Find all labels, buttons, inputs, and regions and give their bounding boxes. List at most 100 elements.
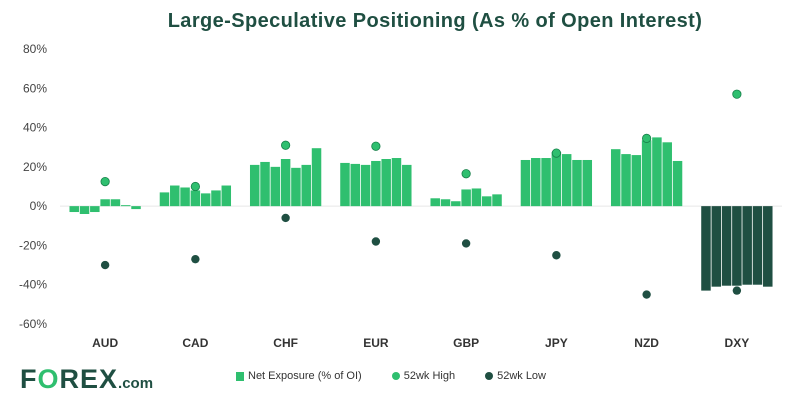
high-dot-aud <box>100 176 110 187</box>
bar-chf-7 <box>311 148 322 207</box>
low-dot-nzd <box>642 290 651 299</box>
high-dot-dxy <box>732 89 742 99</box>
bar-aud-2 <box>79 206 90 214</box>
bar-gbp-6 <box>481 196 492 207</box>
low-dot-chf <box>281 213 290 223</box>
low-dot-aud <box>100 260 110 270</box>
high-dot-jpy <box>551 148 561 158</box>
bar-aud-5 <box>110 199 121 207</box>
bar-eur-1 <box>340 162 350 207</box>
bar-jpy-7 <box>582 159 593 207</box>
category-label-chf: CHF <box>273 336 298 350</box>
bar-nzd-6 <box>662 142 672 207</box>
bar-eur-2 <box>350 163 361 207</box>
category-label-cad: CAD <box>182 336 208 350</box>
legend: Net Exposure (% of OI) 52wk High 52wk Lo… <box>236 370 546 382</box>
low-dot-eur <box>371 237 381 246</box>
high-dot-gbp <box>461 169 471 179</box>
y-tick-label: 0% <box>30 199 48 213</box>
bar-aud-1 <box>69 206 79 213</box>
legend-52wk-high: 52wk High <box>391 370 456 382</box>
bar-gbp-7 <box>492 194 502 207</box>
bar-gbp-1 <box>430 198 440 207</box>
low-dot-dxy <box>732 286 742 295</box>
bar-eur-6 <box>391 158 402 207</box>
legend-52wk-low: 52wk Low <box>485 370 546 382</box>
legend-bar-swatch <box>236 371 244 381</box>
bar-dxy-5 <box>742 206 752 285</box>
bar-aud-6 <box>120 205 131 207</box>
bar-aud-4 <box>100 199 110 207</box>
chart-title: Large-Speculative Positioning (As % of O… <box>167 10 703 32</box>
logo-o-mark: O <box>37 364 60 394</box>
category-label-nzd: NZD <box>634 336 659 350</box>
bar-eur-5 <box>381 159 391 207</box>
low-dot-jpy <box>552 251 561 260</box>
bar-aud-7 <box>131 206 141 210</box>
bar-dxy-4 <box>732 206 742 286</box>
bar-dxy-7 <box>763 206 773 287</box>
bar-chf-1 <box>249 164 260 207</box>
bar-cad-2 <box>170 185 180 207</box>
bar-nzd-2 <box>621 154 631 207</box>
bar-aud-3 <box>90 206 100 213</box>
bar-gbp-2 <box>440 199 451 207</box>
bar-eur-3 <box>360 164 371 207</box>
bar-cad-6 <box>211 190 221 207</box>
high-dot-cad <box>190 181 200 192</box>
legend-52wk-high-label: 52wk High <box>403 370 456 382</box>
y-tick-label: 40% <box>23 121 47 135</box>
bar-chf-6 <box>301 164 311 207</box>
bar-chf-5 <box>291 167 301 207</box>
bar-cad-7 <box>221 185 232 207</box>
bar-nzd-1 <box>610 149 621 207</box>
legend-low-dot <box>485 372 494 380</box>
bar-cad-1 <box>159 192 170 207</box>
bar-jpy-3 <box>541 158 551 207</box>
category-label-eur: EUR <box>363 336 389 350</box>
y-tick-label: -60% <box>19 317 47 331</box>
bar-dxy-2 <box>711 206 722 287</box>
bar-chf-4 <box>280 159 291 207</box>
bar-cad-4 <box>190 190 201 207</box>
forex-logo[interactable]: FOREX.com <box>20 364 154 394</box>
y-tick-label: -40% <box>19 278 47 292</box>
bar-jpy-6 <box>572 159 582 207</box>
legend-net-exposure-label: Net Exposure (% of OI) <box>248 370 362 382</box>
bar-nzd-5 <box>652 137 662 207</box>
bar-cad-3 <box>180 187 190 207</box>
bar-dxy-1 <box>701 206 711 291</box>
bar-chf-2 <box>260 161 270 207</box>
category-label-jpy: JPY <box>545 336 568 350</box>
y-tick-label: 60% <box>23 81 47 95</box>
legend-52wk-low-label: 52wk Low <box>497 370 546 382</box>
low-dot-gbp <box>461 239 471 248</box>
low-dot-cad <box>191 254 200 264</box>
bar-jpy-4 <box>551 152 562 207</box>
bar-dxy-3 <box>721 206 732 286</box>
bar-nzd-3 <box>631 155 642 207</box>
bar-jpy-1 <box>520 159 531 207</box>
bar-gbp-5 <box>471 188 482 207</box>
y-tick-label: 80% <box>23 42 47 56</box>
high-dot-nzd <box>642 133 652 143</box>
y-tick-label: -20% <box>19 238 47 252</box>
bar-eur-7 <box>402 164 412 207</box>
category-label-aud: AUD <box>92 336 118 350</box>
bar-nzd-7 <box>672 160 683 207</box>
legend-net-exposure: Net Exposure (% of OI) <box>236 370 362 382</box>
category-label-dxy: DXY <box>725 336 750 350</box>
bar-jpy-2 <box>531 158 541 207</box>
y-tick-label: 20% <box>23 160 47 174</box>
bar-gbp-4 <box>461 189 471 207</box>
high-dot-chf <box>281 140 291 150</box>
bar-jpy-5 <box>561 154 572 207</box>
category-label-gbp: GBP <box>453 336 479 350</box>
legend-high-dot <box>391 372 400 380</box>
bar-gbp-3 <box>451 201 461 207</box>
bar-dxy-6 <box>752 206 763 285</box>
bar-chf-3 <box>270 166 281 207</box>
bar-cad-5 <box>200 193 211 207</box>
high-dot-eur <box>371 141 381 151</box>
